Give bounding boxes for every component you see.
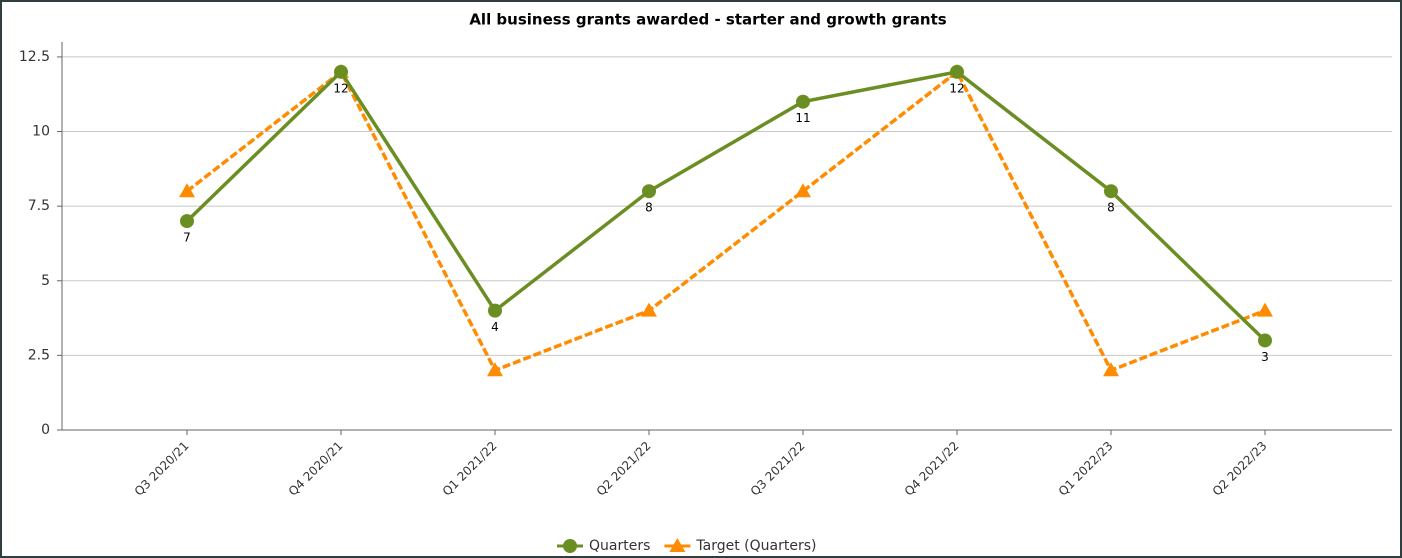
y-tick-label: 7.5: [28, 198, 50, 214]
data-label: 7: [183, 231, 191, 245]
point: [1103, 362, 1119, 377]
legend-label: Target (Quarters): [695, 538, 816, 554]
point: [1104, 184, 1118, 199]
point: [563, 539, 577, 553]
legend-label: Quarters: [589, 538, 650, 554]
point: [488, 303, 502, 318]
point: [334, 64, 348, 79]
y-tick-label: 5: [41, 273, 50, 289]
x-tick-label: Q4 2021/22: [902, 439, 962, 499]
point: [950, 64, 964, 79]
data-label: 8: [1107, 201, 1115, 215]
x-tick-label: Q2 2022/23: [1210, 439, 1270, 499]
data-label: 3: [1261, 350, 1269, 364]
point: [796, 94, 810, 109]
point: [795, 183, 811, 198]
point: [487, 362, 503, 377]
y-tick-label: 12.5: [19, 49, 50, 65]
point: [179, 183, 195, 198]
point: [641, 302, 657, 317]
x-tick-label: Q3 2021/22: [748, 439, 808, 499]
data-label: 12: [333, 81, 348, 95]
point: [1257, 302, 1273, 317]
chart-title: All business grants awarded - starter an…: [469, 11, 946, 29]
series: 7 12 4 8 11 12 8 3: [180, 64, 1272, 364]
point: [1258, 333, 1272, 348]
data-label: 11: [795, 111, 810, 125]
data-label: 8: [645, 201, 653, 215]
point: [642, 184, 656, 199]
series-line: [185, 69, 1266, 373]
series-line: [185, 69, 1267, 342]
x-tick-label: Q1 2021/22: [440, 439, 500, 499]
y-tick-label: 10: [32, 124, 50, 140]
x-tick-label: Q2 2021/22: [594, 439, 654, 499]
point: [180, 214, 194, 229]
x-tick-label: Q1 2022/23: [1056, 439, 1116, 499]
point: [669, 538, 686, 552]
x-tick-label: Q3 2020/21: [132, 439, 192, 499]
x-tick-label: Q4 2020/21: [286, 439, 346, 499]
data-label: 12: [949, 81, 964, 95]
data-label: 4: [491, 320, 499, 334]
y-tick-label: 0: [41, 422, 50, 438]
series: [179, 63, 1273, 377]
y-tick-label: 2.5: [28, 347, 50, 363]
